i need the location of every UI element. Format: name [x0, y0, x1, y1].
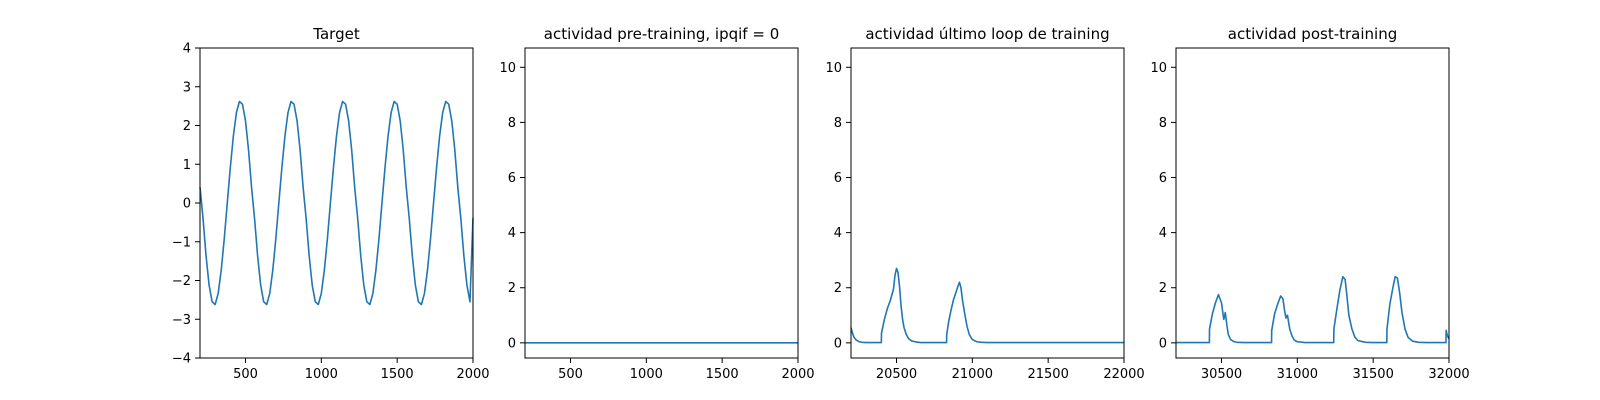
- y-tick-label: 0: [1159, 336, 1167, 351]
- y-tick-label: 2: [508, 281, 516, 296]
- y-tick-label: −1: [172, 235, 191, 250]
- y-tick-label: 4: [508, 226, 516, 241]
- x-tick-label: 1500: [381, 367, 414, 382]
- series-line-4-1: [1176, 275, 1450, 344]
- y-tick-label: 8: [1159, 116, 1167, 131]
- y-tick-label: −4: [172, 352, 191, 367]
- y-tick-label: 0: [183, 197, 191, 212]
- x-tick-label: 20500: [876, 367, 917, 382]
- y-tick-label: 6: [834, 171, 842, 186]
- y-tick-label: −2: [172, 274, 191, 289]
- y-tick-label: 0: [834, 336, 842, 351]
- x-tick-label: 21000: [952, 367, 993, 382]
- x-tick-label: 21500: [1027, 367, 1068, 382]
- x-tick-label: 22000: [1103, 367, 1144, 382]
- plot-frame: [850, 47, 1125, 359]
- y-tick-label: 8: [834, 116, 842, 131]
- x-tick-label: 1000: [305, 367, 338, 382]
- x-tick-label: 1500: [706, 367, 739, 382]
- y-tick-label: 10: [825, 61, 842, 76]
- y-tick-label: 4: [1159, 226, 1167, 241]
- y-tick-label: 2: [834, 281, 842, 296]
- chart-title: Target: [312, 25, 360, 43]
- x-tick-label: 2000: [456, 367, 489, 382]
- y-tick-label: 6: [508, 171, 516, 186]
- chart-panel-1: 500 1000 1500 2000 −4 −3 −2 −1 0 1 2 3 4 Target: [172, 25, 490, 382]
- x-tick-label: 32000: [1428, 367, 1469, 382]
- y-tick-label: 0: [508, 336, 516, 351]
- y-tick-label: 2: [1159, 281, 1167, 296]
- x-tick-label: 1000: [630, 367, 663, 382]
- series-line-3-1: [850, 267, 1124, 344]
- y-tick-label: 6: [1159, 171, 1167, 186]
- y-tick-label: 4: [834, 226, 842, 241]
- x-tick-label: 500: [233, 367, 258, 382]
- y-tick-label: 8: [508, 116, 516, 131]
- x-tick-label: 31000: [1277, 367, 1318, 382]
- x-tick-label: 2000: [781, 367, 814, 382]
- y-tick-label: 3: [183, 80, 191, 95]
- chart-panel-4: 30500 31000 31500 32000 0 2 4 6 8 10 actividad pos…: [1150, 25, 1469, 382]
- x-tick-label: 31500: [1352, 367, 1393, 382]
- series-line-1-1: [199, 100, 474, 306]
- chart-title: actividad post-training: [1228, 25, 1397, 43]
- plot-frame: [1175, 47, 1450, 359]
- chart-panel-3: 20500 21000 21500 22000 0 2 4 6 8 10 actividad últ…: [825, 25, 1144, 382]
- chart-title: actividad pre-training, ipqif = 0: [544, 25, 780, 43]
- x-tick-label: 30500: [1201, 367, 1242, 382]
- y-tick-label: −3: [172, 313, 191, 328]
- y-tick-label: 2: [183, 119, 191, 134]
- chart-panel-2: 500 1000 1500 2000 0 2 4 6 8 10 actividad pre-trai…: [499, 25, 814, 382]
- y-tick-label: 10: [499, 61, 516, 76]
- plot-frame: [524, 47, 799, 359]
- chart-title: actividad último loop de training: [865, 25, 1109, 43]
- y-tick-label: 1: [183, 158, 191, 173]
- x-tick-label: 500: [558, 367, 583, 382]
- y-tick-label: 4: [183, 42, 191, 57]
- plot-frame: [199, 47, 474, 359]
- y-tick-label: 10: [1150, 61, 1167, 76]
